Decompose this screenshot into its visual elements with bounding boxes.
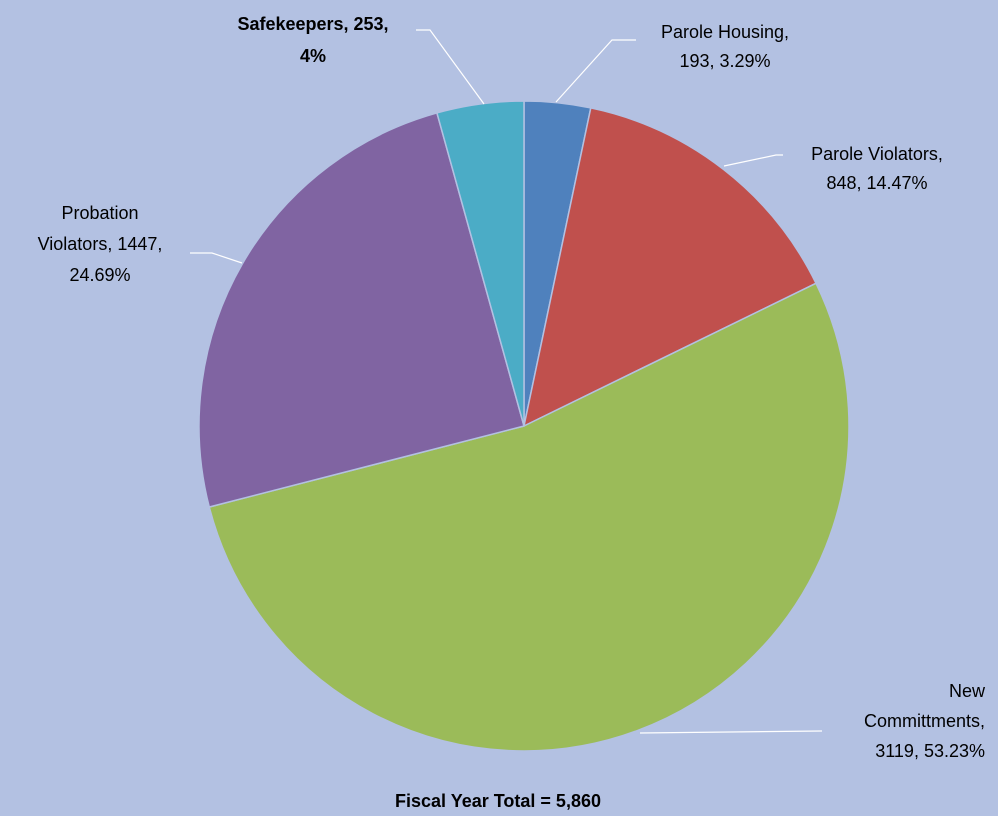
pie-slice xyxy=(435,100,525,427)
leader-line xyxy=(416,29,485,105)
data-label: 24.69% xyxy=(69,265,130,285)
leader-line xyxy=(190,252,243,264)
chart-title: Fiscal Year Total = 5,860 xyxy=(395,791,601,811)
data-label: Safekeepers, 253, xyxy=(237,14,388,34)
pie-slice xyxy=(522,107,817,428)
data-label: Violators, 1447, xyxy=(38,234,163,254)
data-label: 848, 14.47% xyxy=(826,173,927,193)
data-label: 4% xyxy=(300,46,326,66)
data-label: 3119, 53.23% xyxy=(875,741,985,761)
data-label: Parole Violators, xyxy=(811,144,943,164)
data-label: New xyxy=(949,681,986,701)
data-label: 193, 3.29% xyxy=(679,51,770,71)
pie-slice xyxy=(198,111,525,508)
data-label: Committments, xyxy=(864,711,985,731)
pie-slice xyxy=(208,282,850,752)
leader-line xyxy=(555,39,636,103)
leader-line xyxy=(723,154,783,167)
data-label: Probation xyxy=(61,203,138,223)
data-label: Parole Housing, xyxy=(661,22,789,42)
leader-line xyxy=(639,730,823,734)
